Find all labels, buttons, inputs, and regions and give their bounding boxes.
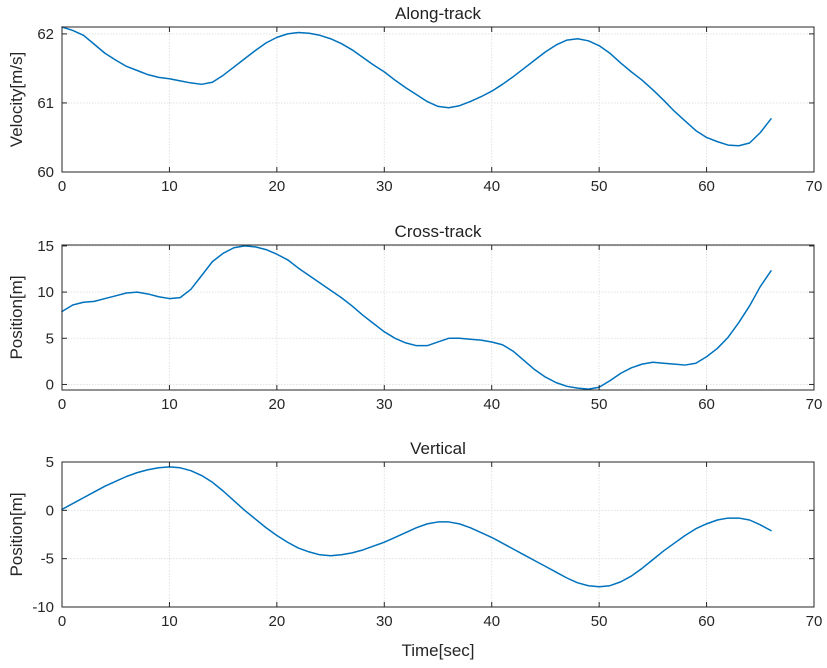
along-track-x-tick-label: 30: [376, 178, 393, 195]
vertical-plot-area: [62, 462, 814, 607]
cross-track-x-tick-label: 30: [376, 396, 393, 413]
vertical-y-tick-label: -10: [32, 599, 54, 616]
vertical-y-tick-label: 0: [46, 502, 54, 519]
vertical-x-tick-label: 30: [376, 613, 393, 630]
along-track-y-tick-label: 61: [37, 95, 54, 112]
cross-track-y-tick-label: 0: [46, 376, 54, 393]
along-track-y-axis-label: Velocity[m/s]: [7, 52, 26, 147]
along-track-x-tick-label: 10: [161, 178, 178, 195]
vertical-x-tick-label: 40: [483, 613, 500, 630]
along-track-y-tick-label: 60: [37, 164, 54, 181]
cross-track-x-tick-label: 0: [58, 396, 66, 413]
cross-track-axes: 0 10 20 30 40 50 60 70 0 5 10 15 Cross-track Position…: [7, 222, 822, 413]
along-track-series-line: [61, 26, 772, 147]
cross-track-y-tick-label: 5: [46, 330, 54, 347]
cross-track-x-tick-label: 70: [806, 396, 823, 413]
vertical-x-axis-label: Time[sec]: [401, 641, 474, 660]
along-track-title: Along-track: [395, 4, 481, 23]
along-track-x-tick-label: 20: [269, 178, 286, 195]
vertical-x-tick-label: 10: [161, 613, 178, 630]
vertical-axes: 0 10 20 30 40 50 60 70 -10 -5 0 5 Vertical Position[m…: [7, 439, 822, 660]
cross-track-x-tick-label: 40: [483, 396, 500, 413]
cross-track-title: Cross-track: [395, 222, 482, 241]
along-track-x-tick-label: 60: [698, 178, 715, 195]
cross-track-x-tick-label: 50: [591, 396, 608, 413]
vertical-series-line: [61, 466, 772, 588]
cross-track-x-tick-label: 20: [269, 396, 286, 413]
cross-track-y-axis-label: Position[m]: [7, 275, 26, 359]
along-track-x-tick-label: 70: [806, 178, 823, 195]
along-track-x-tick-label: 40: [483, 178, 500, 195]
cross-track-y-tick-label: 10: [37, 284, 54, 301]
along-track-x-tick-label: 0: [58, 178, 66, 195]
vertical-x-tick-label: 20: [269, 613, 286, 630]
vertical-x-tick-label: 50: [591, 613, 608, 630]
along-track-axes-frame: [61, 26, 815, 173]
vertical-x-tick-label: 0: [58, 613, 66, 630]
vertical-y-tick-label: 5: [46, 454, 54, 471]
vertical-x-tick-label: 60: [698, 613, 715, 630]
vertical-axes-frame: [61, 461, 815, 608]
along-track-axes: 0 10 20 30 40 50 60 70 60 61 62 Along-track Velocity…: [7, 4, 822, 195]
cross-track-series-line: [61, 245, 772, 390]
cross-track-plot-area: [62, 245, 814, 390]
vertical-x-tick-label: 70: [806, 613, 823, 630]
along-track-plot-area: [62, 27, 814, 172]
cross-track-x-tick-label: 10: [161, 396, 178, 413]
cross-track-y-tick-label: 15: [37, 238, 54, 255]
vertical-y-axis-label: Position[m]: [7, 492, 26, 576]
cross-track-x-tick-label: 60: [698, 396, 715, 413]
cross-track-axes-frame: [61, 244, 815, 391]
along-track-x-tick-label: 50: [591, 178, 608, 195]
vertical-y-tick-label: -5: [41, 551, 54, 568]
along-track-y-tick-label: 62: [37, 26, 54, 43]
vertical-title: Vertical: [410, 439, 466, 458]
